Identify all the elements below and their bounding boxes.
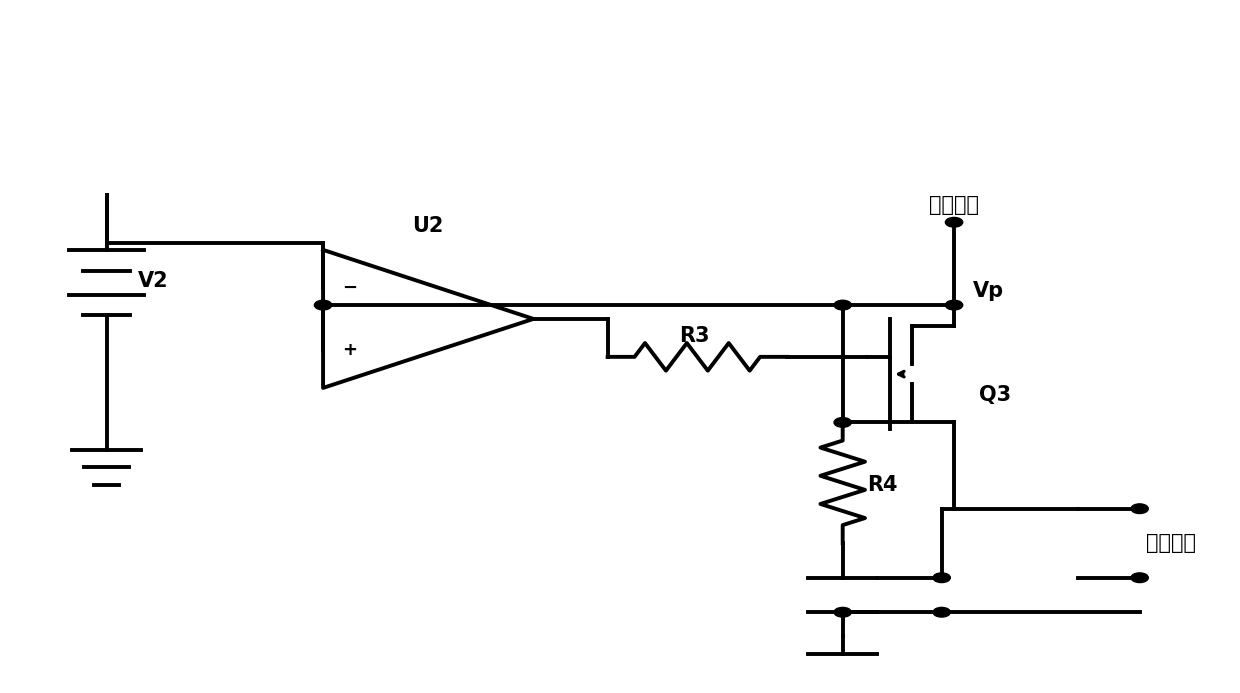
Circle shape (835, 300, 852, 310)
Circle shape (1131, 504, 1148, 514)
Text: R3: R3 (680, 326, 709, 346)
Circle shape (835, 418, 852, 428)
Circle shape (945, 218, 962, 227)
Text: +: + (342, 341, 357, 359)
Text: Vp: Vp (972, 281, 1003, 301)
Text: −: − (342, 279, 357, 297)
Circle shape (945, 300, 962, 310)
Circle shape (932, 573, 950, 583)
Text: R4: R4 (868, 475, 898, 495)
Text: U2: U2 (413, 216, 444, 236)
Text: 恒流电路: 恒流电路 (929, 195, 980, 215)
Text: Q3: Q3 (978, 385, 1011, 405)
Circle shape (1131, 573, 1148, 583)
Text: 接加热器: 接加热器 (1146, 533, 1195, 553)
Circle shape (315, 300, 332, 310)
Circle shape (835, 607, 852, 617)
Text: V2: V2 (138, 271, 169, 291)
Circle shape (932, 607, 950, 617)
